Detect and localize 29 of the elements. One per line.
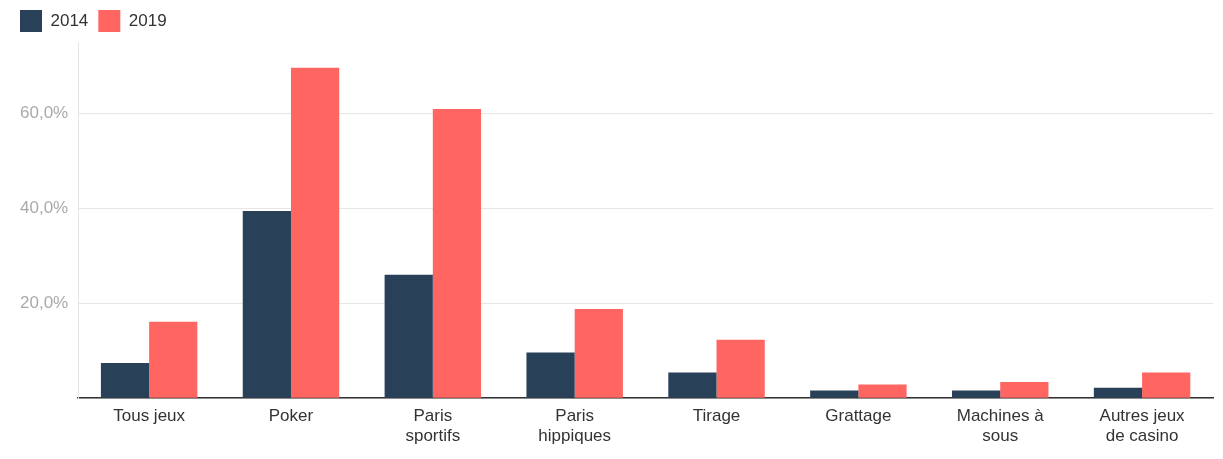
bar bbox=[716, 339, 765, 398]
x-tick-label: Machines à sous bbox=[956, 406, 1045, 446]
bar bbox=[1093, 387, 1143, 398]
bar bbox=[810, 390, 859, 398]
bar bbox=[242, 211, 291, 398]
x-tick-label: Poker bbox=[268, 406, 314, 426]
bar bbox=[1000, 382, 1049, 398]
y-tick-label: 40,0% bbox=[20, 197, 69, 217]
bar bbox=[526, 352, 575, 398]
y-tick-label: 60,0% bbox=[20, 102, 69, 122]
bar bbox=[574, 308, 623, 398]
bar bbox=[952, 390, 1001, 398]
bar bbox=[290, 67, 340, 398]
legend-label: 2019 bbox=[128, 10, 167, 30]
bar bbox=[858, 384, 907, 398]
bar bbox=[668, 372, 717, 398]
bar bbox=[149, 321, 198, 398]
x-tick-label: Autres jeux de casino bbox=[1099, 406, 1186, 446]
y-tick-label: 20,0% bbox=[20, 292, 69, 312]
bar bbox=[100, 363, 150, 398]
bar bbox=[1142, 372, 1191, 398]
x-tick-label: Paris hippiques bbox=[538, 406, 612, 446]
bar bbox=[432, 108, 482, 398]
bar bbox=[384, 274, 433, 398]
x-tick-label: Grattage bbox=[825, 406, 892, 426]
x-tick-label: Paris sportifs bbox=[405, 406, 461, 446]
x-tick-label: Tirage bbox=[692, 406, 741, 426]
x-tick-label: Tous jeux bbox=[113, 406, 186, 426]
legend-label: 2014 bbox=[50, 10, 89, 30]
